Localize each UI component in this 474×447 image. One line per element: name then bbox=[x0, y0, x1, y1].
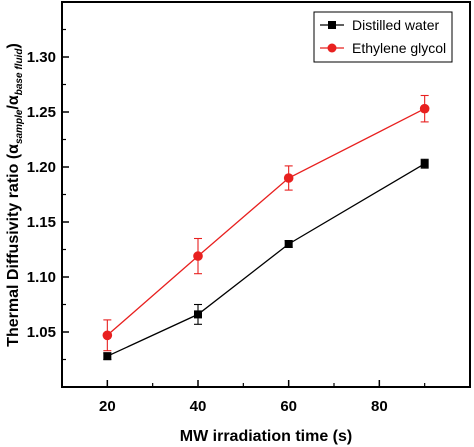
y-tick-label: 1.10 bbox=[27, 269, 56, 286]
legend-marker-ethylene-glycol bbox=[327, 43, 337, 53]
data-point bbox=[194, 310, 202, 319]
series-line-ethylene-glycol bbox=[106, 108, 425, 336]
data-point bbox=[419, 103, 430, 114]
y-tick-label: 1.15 bbox=[27, 214, 56, 231]
series-line-distilled-water bbox=[107, 163, 426, 357]
legend-marker-distilled-water bbox=[328, 21, 336, 29]
y-tick-label: 1.30 bbox=[27, 49, 56, 66]
series-distilled-water bbox=[103, 158, 429, 361]
x-tick-label: 60 bbox=[280, 398, 297, 415]
data-point bbox=[102, 330, 113, 341]
x-axis-title: MW irradiation time (s) bbox=[180, 428, 352, 445]
y-tick-label: 1.05 bbox=[27, 324, 56, 341]
data-point bbox=[284, 240, 293, 248]
svg-text:Thermal Diffusivity ratio: Thermal Diffusivity ratio (αsample/αbase… bbox=[5, 43, 25, 347]
y-axis-title: Thermal Diffusivity ratio (αsample/αbase… bbox=[5, 43, 25, 347]
y-axis-alpha-1: α bbox=[5, 144, 22, 154]
legend-label-distilled-water: Distilled water bbox=[352, 17, 439, 33]
y-axis-sub-base: base fluid bbox=[14, 48, 25, 96]
y-axis-slash: / bbox=[5, 105, 22, 110]
axis-ticks bbox=[61, 28, 471, 387]
y-axis-sub-sample: sample bbox=[14, 109, 25, 144]
legend-box bbox=[313, 11, 453, 63]
series-ethylene-glycol bbox=[102, 94, 430, 352]
series-layer bbox=[102, 94, 430, 361]
tick-labels: 20 40 60 80 1.05 1.10 1.15 1.20 1.25 1.30 bbox=[27, 49, 388, 415]
x-tick-label: 80 bbox=[371, 398, 388, 415]
y-axis-alpha-2: α bbox=[5, 95, 22, 105]
data-point bbox=[103, 352, 112, 361]
data-point bbox=[420, 159, 429, 168]
y-tick-label: 1.25 bbox=[27, 104, 56, 121]
data-point bbox=[283, 173, 294, 183]
x-tick-label: 20 bbox=[99, 398, 116, 415]
y-axis-title-main: Thermal Diffusivity ratio bbox=[5, 163, 22, 346]
data-point bbox=[193, 251, 203, 261]
x-tick-label: 40 bbox=[190, 398, 207, 415]
legend-label-ethylene-glycol: Ethylene glycol bbox=[352, 40, 446, 56]
y-tick-label: 1.20 bbox=[27, 159, 56, 176]
legend: Distilled water Ethylene glycol bbox=[313, 11, 453, 63]
